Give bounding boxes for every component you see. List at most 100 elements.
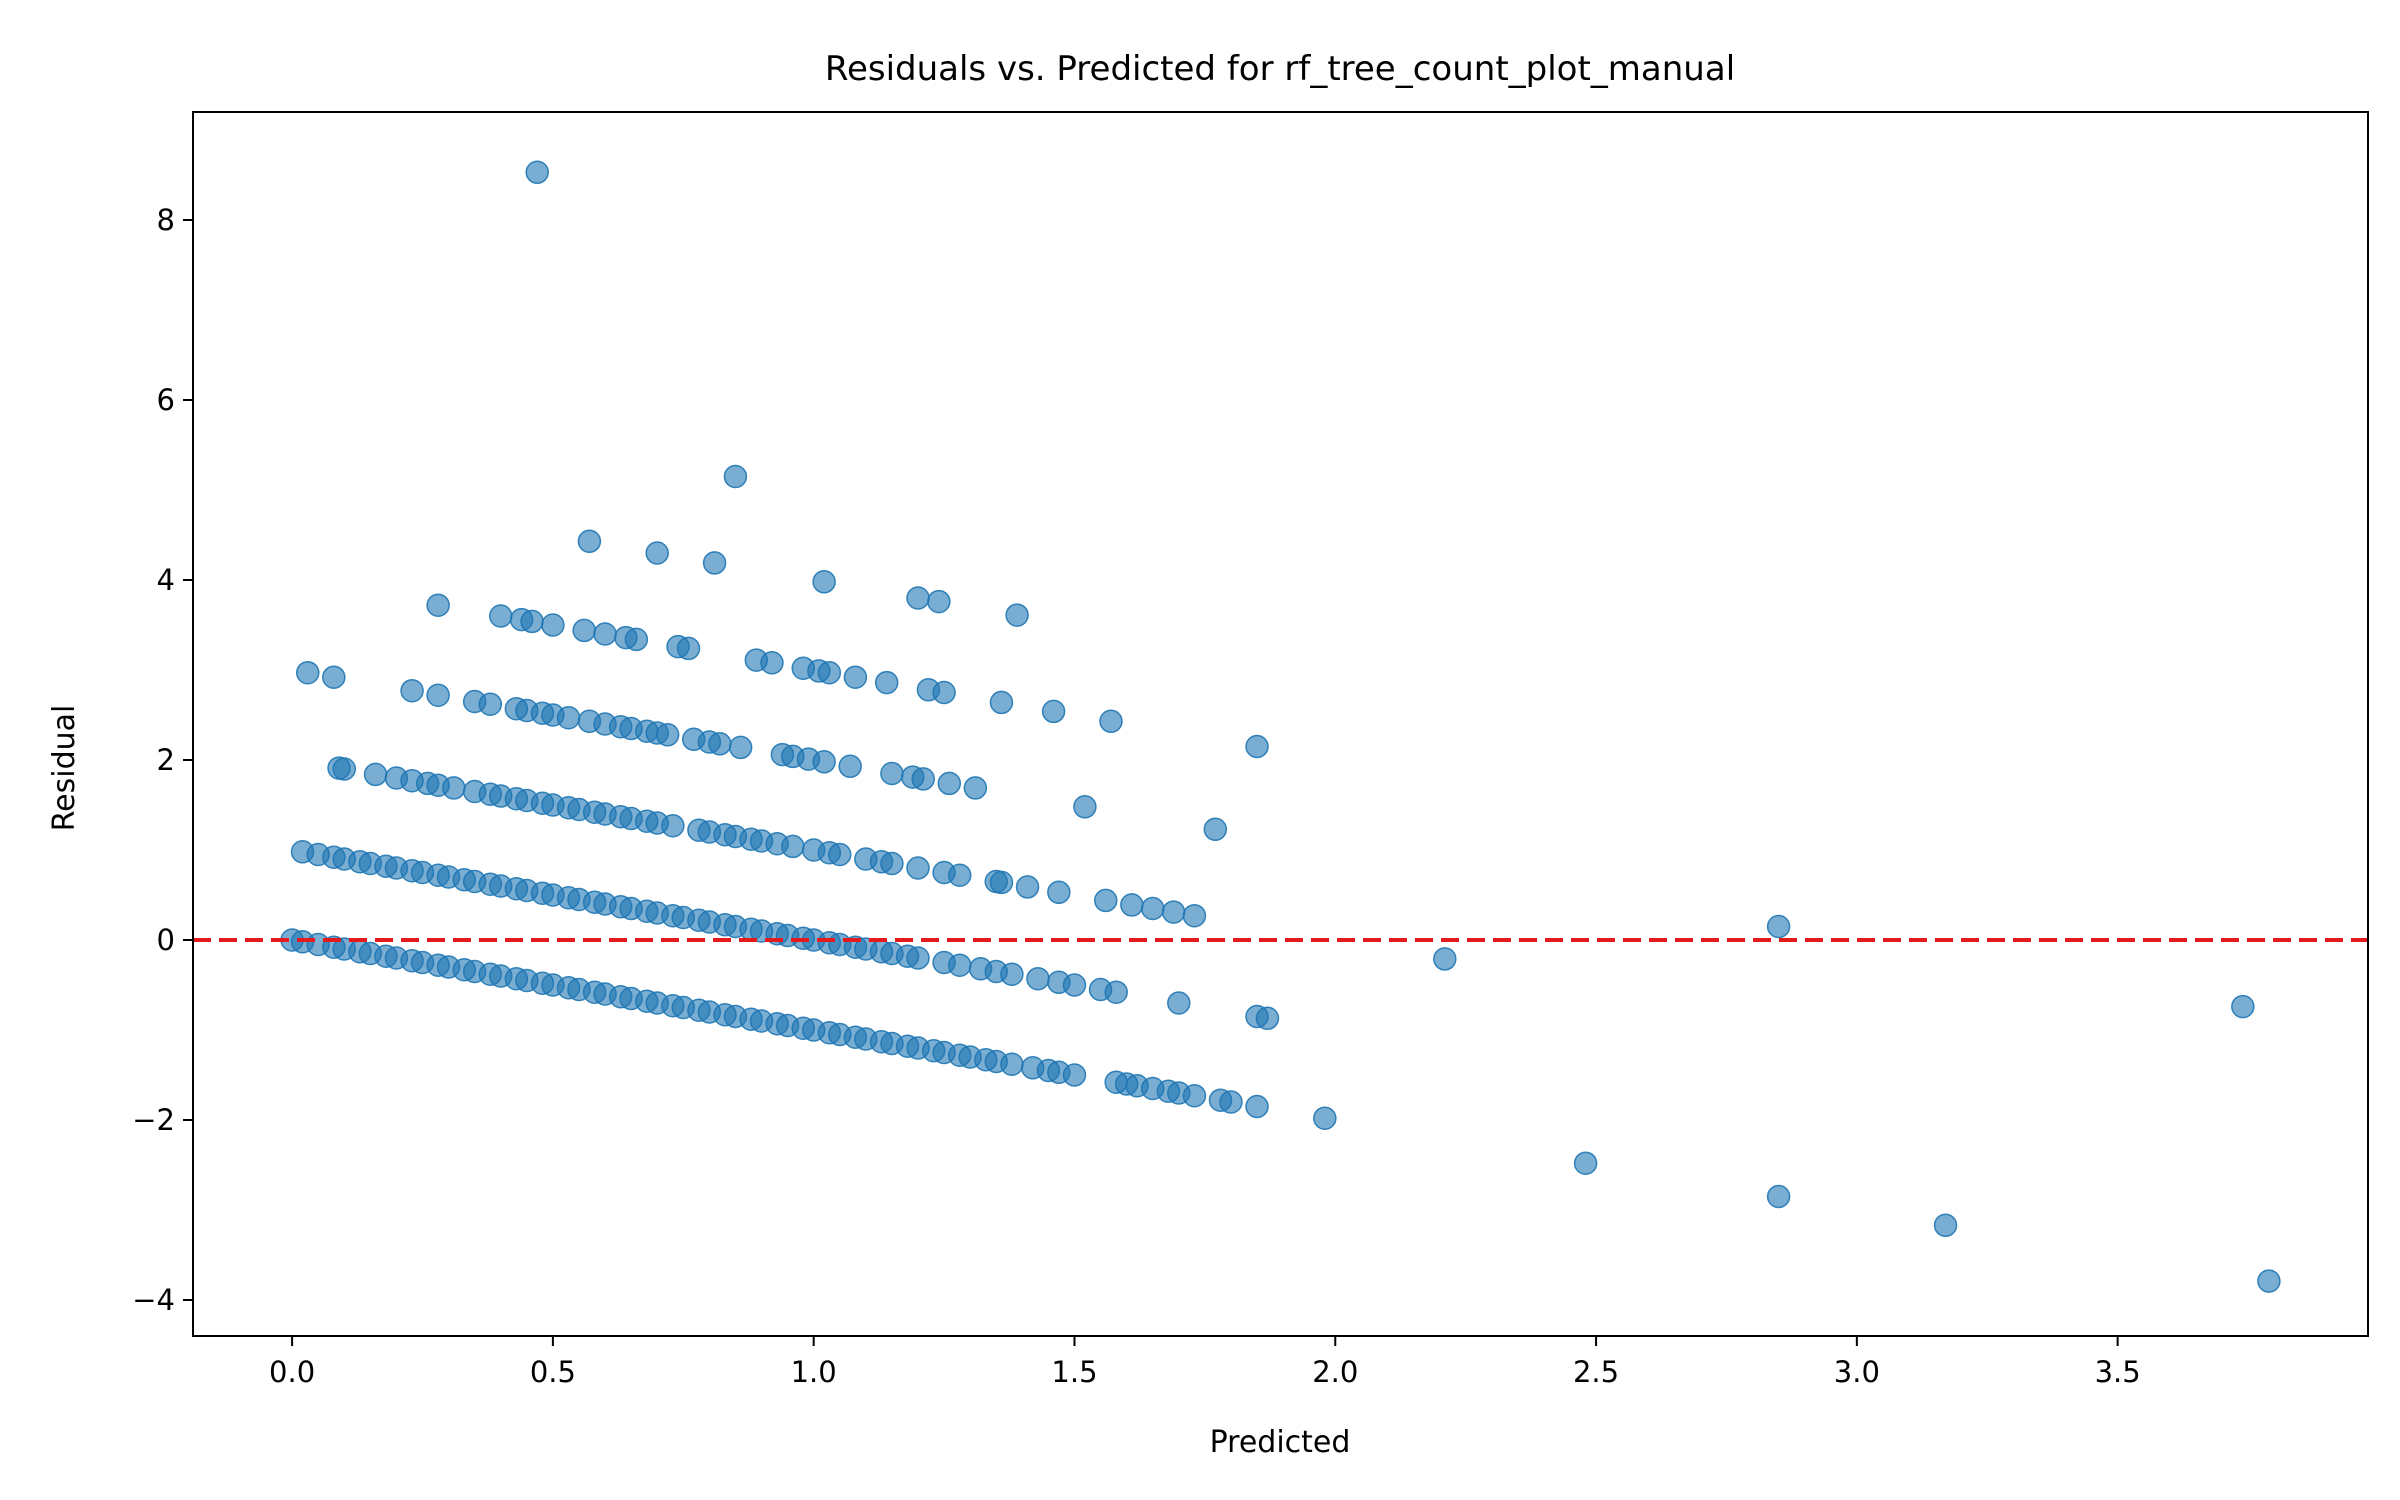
data-point [1933, 1213, 1958, 1238]
data-point [989, 870, 1014, 895]
data-point [937, 771, 962, 796]
data-point [645, 541, 669, 565]
data-point [1062, 973, 1087, 997]
data-point [2257, 1269, 2281, 1293]
data-point [1062, 1063, 1087, 1087]
data-point [906, 856, 930, 880]
data-point [426, 683, 450, 707]
data-point [874, 670, 899, 695]
data-point [1015, 875, 1040, 899]
y-axis-label: Residual [47, 705, 82, 832]
data-point [1104, 980, 1128, 1004]
data-point [828, 842, 852, 867]
data-point [488, 604, 513, 628]
scatter-points [280, 160, 2281, 1293]
data-point [332, 757, 357, 781]
data-point [363, 762, 388, 787]
data-point [1766, 1184, 1791, 1209]
data-point [989, 690, 1014, 715]
data-point [1573, 1151, 1598, 1175]
data-point [843, 665, 868, 689]
x-tick-label: 0.5 [530, 1355, 576, 1389]
plot-area-frame [192, 111, 2369, 1337]
data-point [760, 651, 784, 675]
y-tick-label: 8 [157, 203, 175, 237]
data-point [593, 622, 617, 646]
y-tick-label: 6 [157, 383, 175, 417]
data-point [1245, 1094, 1269, 1119]
data-point [2231, 994, 2255, 1019]
data-point [556, 705, 581, 730]
y-tick-label: −2 [132, 1103, 175, 1137]
data-point [1000, 962, 1024, 986]
data-point [1140, 896, 1165, 921]
x-axis-label: Predicted [1210, 1425, 1351, 1460]
data-point [1047, 880, 1071, 905]
data-point [728, 735, 753, 760]
data-point [322, 665, 346, 689]
data-point [442, 776, 466, 800]
data-point [1433, 947, 1457, 971]
data-point [520, 609, 544, 634]
data-point [295, 660, 320, 685]
x-tick-label: 2.0 [1312, 1355, 1358, 1389]
data-point [478, 692, 503, 716]
x-tick-label: 1.0 [791, 1355, 837, 1389]
data-point [577, 529, 602, 554]
x-tick-label: 2.5 [1573, 1355, 1619, 1389]
data-point [1203, 817, 1228, 842]
data-point [963, 776, 988, 800]
data-point [911, 767, 935, 791]
data-point [812, 570, 836, 594]
data-point [947, 953, 972, 977]
data-point [723, 464, 748, 489]
data-point [525, 160, 549, 185]
data-point [927, 589, 951, 614]
axis-ticks: 0.0 0.5 1.0 1.5 2.0 2.5 3.0 3.5 −4 −2 0 2 4 6 8 [132, 203, 2140, 1389]
data-point [1313, 1106, 1337, 1130]
data-point [624, 627, 649, 652]
x-tick-label: 0.0 [269, 1355, 315, 1389]
data-point [1041, 699, 1066, 724]
data-point [1255, 1006, 1280, 1031]
data-point [906, 586, 930, 610]
data-point [661, 813, 685, 838]
data-point [708, 732, 732, 756]
data-point [1099, 709, 1123, 734]
data-point [1161, 900, 1186, 924]
data-point [1182, 903, 1207, 928]
data-point [1120, 893, 1144, 917]
data-point [541, 613, 565, 637]
data-point [817, 660, 842, 685]
y-tick-label: 4 [157, 563, 175, 597]
data-point [1026, 966, 1050, 991]
y-tick-label: 0 [157, 923, 175, 957]
data-point [1167, 991, 1191, 1015]
data-point [880, 761, 904, 786]
data-point [947, 863, 972, 887]
data-point [1219, 1090, 1243, 1114]
y-tick-label: −4 [132, 1283, 175, 1317]
data-point [1245, 734, 1269, 759]
data-point [1000, 1052, 1024, 1076]
data-point [906, 946, 930, 970]
x-tick-label: 1.5 [1051, 1355, 1097, 1389]
data-point [676, 636, 701, 661]
data-point [400, 678, 424, 703]
data-point [880, 851, 904, 876]
data-point [812, 750, 836, 774]
data-point [1766, 914, 1791, 939]
data-point [1073, 795, 1097, 819]
data-point [1005, 603, 1029, 627]
data-point [1182, 1083, 1207, 1108]
x-tick-label: 3.0 [1834, 1355, 1880, 1389]
data-point [572, 618, 596, 643]
data-point [932, 680, 956, 705]
data-point [1094, 888, 1118, 913]
x-tick-label: 3.5 [2095, 1355, 2141, 1389]
data-point [655, 723, 680, 747]
data-point [702, 551, 727, 575]
y-tick-label: 2 [157, 743, 175, 777]
chart-title: Residuals vs. Predicted for rf_tree_coun… [825, 49, 1735, 89]
